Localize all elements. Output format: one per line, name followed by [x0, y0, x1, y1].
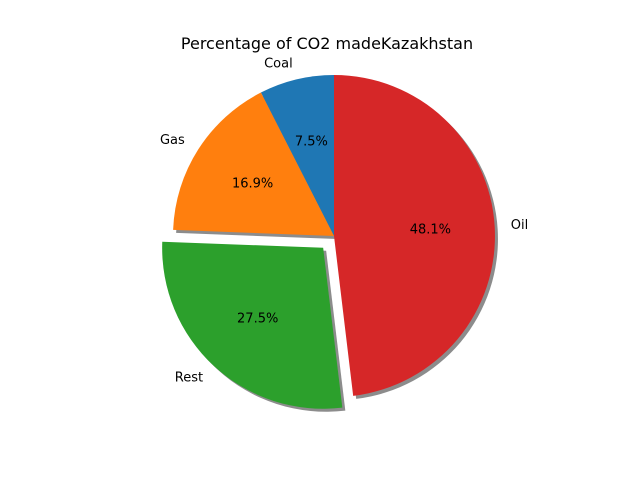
slice-percent-rest: 27.5% [237, 311, 278, 326]
slice-label-gas: Gas [160, 133, 185, 148]
slice-label-rest: Rest [175, 371, 203, 386]
pie-slice-coal [260, 75, 334, 236]
pie-slice-oil [334, 75, 495, 396]
slice-percent-oil: 48.1% [410, 223, 451, 238]
chart-title: Percentage of CO2 madeKazakhstan [181, 34, 473, 53]
pie-slice-rest [162, 241, 343, 409]
pie-slice-gas [173, 92, 334, 236]
slice-percent-gas: 16.9% [232, 177, 273, 192]
pie-slices [162, 75, 495, 409]
slice-label-coal: Coal [264, 56, 293, 71]
slice-label-oil: Oil [511, 218, 528, 233]
pie-labels: Coal 7.5% Gas 16.9% Rest 27.5% Oil 48.1% [160, 56, 528, 385]
slice-percent-coal: 7.5% [295, 135, 328, 150]
